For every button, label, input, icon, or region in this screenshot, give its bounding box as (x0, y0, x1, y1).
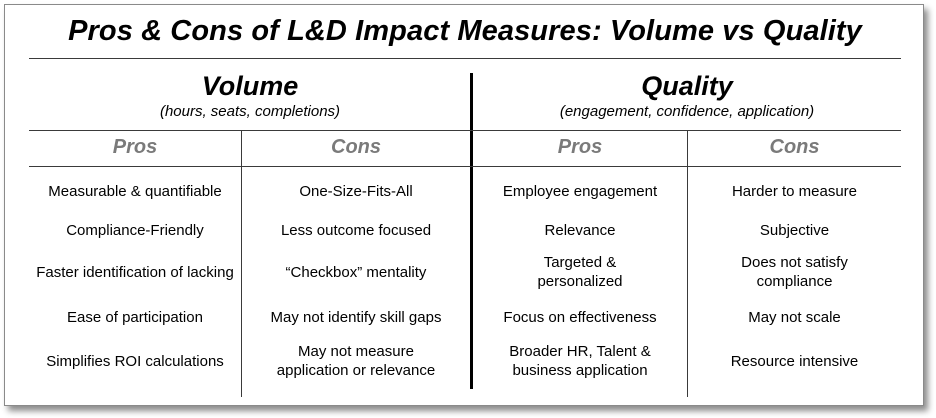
quality-heading: Quality (641, 71, 733, 101)
volume-con-item: May not identify skill gaps (270, 308, 442, 326)
quality-cons-header: Cons (769, 136, 820, 158)
quality-con-item: Resource intensive (730, 352, 859, 370)
quality-con-item: May not scale (748, 308, 841, 326)
volume-pro-item: Ease of participation (67, 308, 203, 326)
volume-con-item: Less outcome focused (280, 221, 432, 239)
quality-pro-item: Employee engagement (502, 182, 658, 200)
quality-pros-header: Pros (557, 136, 603, 158)
volume-subheading: (hours, seats, completions) (159, 103, 341, 120)
comparison-card: Pros & Cons of L&D Impact Measures: Volu… (4, 4, 924, 406)
quality-pro-item: Focus on effectiveness (503, 308, 657, 326)
volume-pro-item: Faster identification of lacking (36, 263, 234, 281)
section-divider (470, 73, 473, 389)
volume-pro-item: Simplifies ROI calculations (46, 352, 224, 370)
quality-column-divider (687, 131, 688, 397)
quality-pro-item: Relevance (544, 221, 616, 239)
volume-pro-item: Compliance-Friendly (66, 221, 204, 239)
page-title: Pros & Cons of L&D Impact Measures: Volu… (68, 15, 862, 47)
header-top-line (29, 130, 901, 131)
quality-pro-item: Broader HR, Talent & business applicatio… (509, 343, 651, 379)
quality-pro-item: Targeted & personalized (537, 254, 623, 290)
title-divider (29, 58, 901, 59)
quality-con-item: Subjective (759, 221, 830, 239)
volume-con-item: May not measure application or relevance (276, 343, 436, 379)
volume-cons-header: Cons (331, 136, 381, 158)
volume-pro-item: Measurable & quantifiable (48, 182, 222, 200)
volume-con-item: “Checkbox” mentality (285, 263, 427, 281)
volume-heading: Volume (201, 71, 299, 101)
quality-subheading: (engagement, confidence, application) (559, 103, 815, 120)
volume-con-item: One-Size-Fits-All (299, 182, 413, 200)
volume-pros-header: Pros (112, 136, 158, 158)
header-bottom-line (29, 166, 901, 167)
quality-con-item: Does not satisfy compliance (741, 254, 848, 290)
quality-con-item: Harder to measure (731, 182, 858, 200)
volume-column-divider (241, 131, 242, 397)
